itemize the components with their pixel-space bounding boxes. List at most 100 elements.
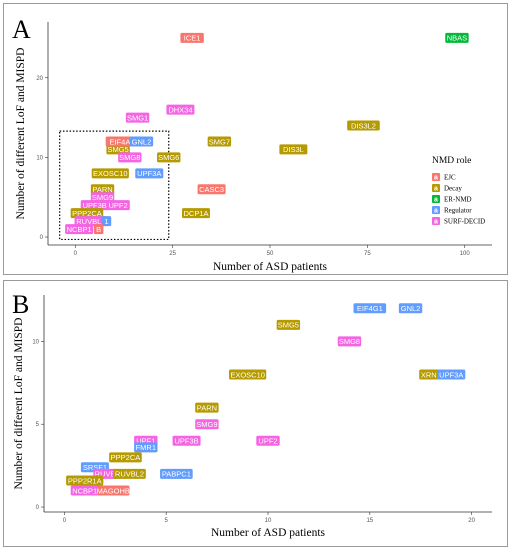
point-box (279, 144, 308, 155)
legend-label: Decay (444, 185, 462, 193)
legend-label: SURF-DECID (444, 218, 485, 226)
point-box (398, 303, 423, 314)
point-label: SRSF1 (83, 463, 107, 472)
point-label: GNL2 (132, 137, 152, 146)
point-label: UPF3B (174, 437, 198, 446)
y-axis-label: Number of different LoF and MISPD (13, 318, 25, 490)
point-label: SMG8 (339, 337, 360, 346)
y-tick-label: 0 (36, 505, 40, 511)
point-box (197, 184, 226, 195)
point-box (172, 435, 201, 446)
point-box (109, 452, 142, 463)
y-tick-label: 5 (36, 422, 40, 428)
point-label: DCP1A (183, 209, 208, 218)
legend-key: a (434, 219, 438, 226)
point-box (347, 120, 380, 131)
point-label: SMG9 (92, 193, 113, 202)
point-label: UPF3B (83, 201, 107, 210)
point-box (353, 303, 387, 314)
point-box (106, 144, 130, 155)
point-box (80, 200, 109, 211)
point-box (157, 152, 181, 163)
point-label: SMG7 (209, 137, 230, 146)
point-box (135, 168, 164, 179)
point-label: ICE1 (184, 34, 201, 43)
point-label: SMG5 (278, 321, 299, 330)
point-box (195, 402, 219, 413)
legend-key: a (434, 197, 438, 204)
point-label: 1 (104, 217, 108, 226)
point-box (93, 224, 104, 235)
inset-box (59, 130, 170, 241)
point-box (180, 32, 204, 43)
point-box (96, 485, 130, 496)
x-tick-label: 25 (169, 251, 176, 257)
point-box (118, 152, 142, 163)
y-axis-label: Number of different LoF and MISPD (15, 48, 27, 220)
point-box (445, 32, 469, 43)
point-label: RUVBL2 (115, 470, 144, 479)
x-tick-label: 50 (267, 251, 274, 257)
y-tick-label: 10 (32, 339, 39, 345)
legend-swatch (432, 173, 440, 181)
x-tick-label: 15 (366, 518, 373, 524)
point-label: SMG9 (196, 420, 217, 429)
panel-b: B 0 5 10 15 20 0 5 10 Number of ASD patients Numbe… (3, 280, 508, 547)
legend-key: a (434, 208, 438, 215)
point-box (66, 475, 104, 486)
point-box (70, 485, 99, 496)
point-box (65, 224, 94, 235)
legend-label: ER-NMD (444, 196, 472, 204)
point-box (134, 442, 158, 453)
x-tick-label: 100 (460, 251, 471, 257)
x-tick-label: 0 (63, 518, 67, 524)
point-label: SMG5 (107, 145, 128, 154)
point-label: CASC3 (199, 185, 224, 194)
point-box (276, 319, 301, 330)
x-tick-label: 5 (165, 518, 169, 524)
legend-key: a (434, 186, 438, 193)
x-tick-label: 0 (74, 251, 78, 257)
point-label: PPP2CA (111, 453, 141, 462)
point-label: B (96, 225, 101, 234)
panel-a: A 0 25 50 75 100 0 10 20 Number of ASD patients Nu… (3, 3, 508, 275)
point-label: NCBP1 (72, 486, 97, 495)
point-label: EIF4G1 (357, 304, 383, 313)
x-axis-label: Number of ASD patients (213, 261, 328, 273)
legend-swatch (432, 206, 440, 214)
point-label: PABPC1 (162, 470, 191, 479)
y-tick-label: 10 (36, 155, 43, 161)
panel-label: B (12, 290, 29, 319)
point-label: DHX34 (168, 105, 192, 114)
point-label: FMR1 (136, 443, 156, 452)
point-label: DIS3L2 (351, 121, 376, 130)
panel-label: A (12, 15, 31, 44)
point-label: PPP2CA (72, 209, 102, 218)
point-label: RUVB (95, 470, 116, 479)
point-box (337, 336, 362, 347)
legend-label: Regulator (444, 207, 472, 215)
point-label: XRN1 (421, 370, 441, 379)
x-tick-label: 75 (364, 251, 371, 257)
x-tick-label: 10 (265, 518, 272, 524)
legend-key: a (434, 175, 438, 182)
legend-title: NMD role (432, 156, 471, 166)
point-box (166, 104, 195, 115)
point-box (419, 369, 443, 380)
x-tick-label: 20 (468, 518, 475, 524)
legend-swatch (432, 195, 440, 203)
point-box (91, 168, 129, 179)
point-box (70, 208, 104, 219)
point-label: EXOSC10 (230, 370, 265, 379)
point-label: PARN (92, 185, 112, 194)
point-label: DIS3L (283, 145, 304, 154)
point-label: SMG1 (127, 113, 148, 122)
point-box (437, 369, 466, 380)
point-label: SMG8 (119, 153, 140, 162)
point-box (125, 112, 150, 123)
point-label: RUVBL2 (76, 217, 105, 226)
point-box (182, 208, 210, 219)
point-label: NBAS (447, 34, 467, 43)
legend-swatch (432, 184, 440, 192)
x-axis-label: Number of ASD patients (211, 527, 326, 539)
